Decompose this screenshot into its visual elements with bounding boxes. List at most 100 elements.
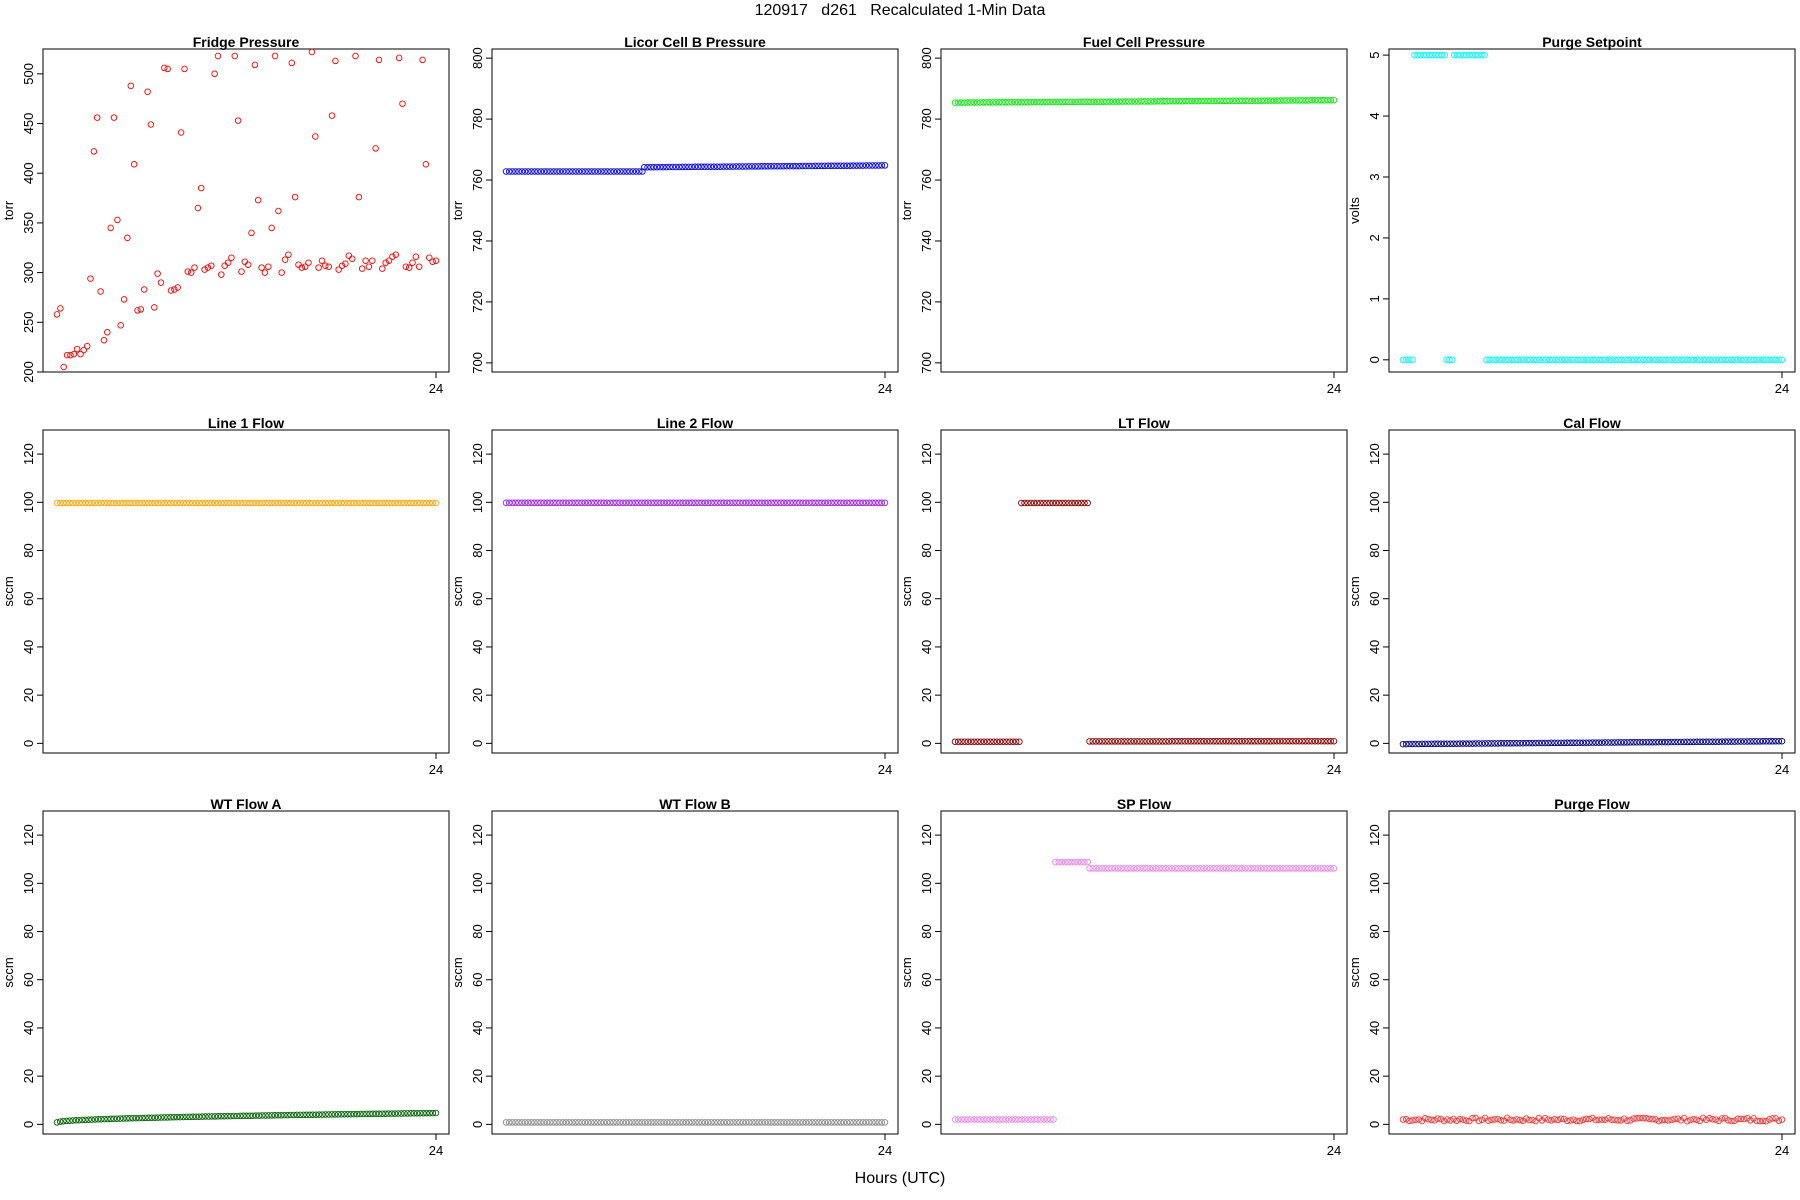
data-point [1769, 1115, 1776, 1122]
data-point [173, 499, 181, 507]
data-point [107, 224, 114, 232]
data-point [666, 163, 673, 171]
data-point [859, 162, 867, 169]
data-point [964, 738, 972, 745]
data-point [980, 1116, 987, 1123]
data-point [1040, 1116, 1048, 1123]
data-point [1737, 738, 1745, 745]
data-point [170, 499, 178, 507]
data-point [1440, 740, 1448, 748]
data-point [1605, 356, 1613, 364]
data-point [1178, 738, 1185, 745]
data-point [243, 1112, 250, 1120]
y-tick-label: 720 [919, 291, 934, 313]
data-point [1229, 865, 1236, 872]
data-point [869, 499, 876, 507]
data-point [1665, 738, 1672, 746]
y-tick-label: 80 [1367, 543, 1382, 557]
data-point [856, 162, 863, 169]
data-point [1068, 858, 1075, 866]
data-point [672, 163, 680, 171]
data-point [93, 114, 101, 121]
data-point [553, 499, 560, 507]
data-point [755, 1119, 762, 1126]
data-point [287, 1111, 294, 1119]
data-point [315, 1111, 323, 1118]
data-point [774, 499, 781, 507]
data-point [1516, 739, 1524, 747]
data-point [1258, 97, 1265, 104]
data-point [53, 311, 61, 318]
data-point [859, 499, 867, 507]
data-point [670, 1119, 677, 1126]
data-point [1674, 738, 1682, 746]
data-point [369, 257, 376, 264]
y-tick-label: 100 [919, 491, 934, 513]
data-point [831, 499, 838, 507]
data-points [1399, 737, 1786, 748]
data-point [518, 1119, 526, 1126]
data-point [1731, 738, 1738, 745]
data-point [777, 1119, 785, 1126]
data-point [1242, 97, 1249, 105]
data-point [75, 1116, 83, 1124]
data-point [322, 499, 329, 507]
data-point [1655, 738, 1663, 746]
data-point [91, 499, 99, 507]
data-point [132, 1114, 140, 1122]
data-point [742, 499, 750, 507]
data-point [1428, 740, 1435, 748]
data-point [977, 1116, 984, 1123]
data-point [135, 1114, 143, 1122]
data-point [1014, 98, 1022, 106]
data-point [594, 499, 601, 507]
data-point [107, 1115, 114, 1123]
data-point [818, 499, 826, 507]
data-point [1191, 97, 1199, 105]
data-point [805, 1119, 813, 1126]
data-point [319, 1111, 326, 1118]
y-axis-label: sccm [450, 957, 465, 987]
plot-frame [1388, 48, 1796, 373]
data-point [714, 499, 721, 507]
x-tick-label: 24 [1775, 1143, 1789, 1158]
plot-frame [940, 48, 1348, 373]
data-point [723, 1119, 731, 1126]
data-point [139, 499, 146, 507]
data-point [989, 99, 997, 106]
data-point [300, 1111, 307, 1119]
data-point [821, 1119, 829, 1126]
data-point [834, 1119, 841, 1126]
data-point [157, 499, 165, 507]
data-point [559, 168, 567, 175]
data-points [951, 858, 1338, 1123]
data-point [1541, 739, 1549, 747]
data-point [1620, 739, 1628, 746]
data-point [1071, 499, 1079, 507]
data-point [1623, 1117, 1631, 1125]
data-point [648, 1119, 655, 1126]
data-point [799, 162, 806, 170]
data-point [584, 499, 592, 507]
data-point [110, 1115, 118, 1123]
data-point [701, 1119, 709, 1126]
data-point [1500, 740, 1508, 747]
data-point [177, 129, 185, 136]
data-point [1084, 858, 1091, 866]
data-point [1450, 740, 1457, 747]
data-point [1324, 96, 1331, 104]
data-point [1505, 356, 1512, 364]
data-point [1646, 738, 1653, 746]
data-point [837, 499, 845, 507]
data-point [714, 1119, 721, 1126]
data-point [1175, 865, 1182, 872]
data-point [1456, 740, 1464, 747]
data-point [1756, 738, 1764, 745]
data-point [723, 163, 730, 170]
data-point [1637, 356, 1644, 364]
data-point [1775, 737, 1783, 745]
data-point [1273, 865, 1281, 872]
data-point [1040, 499, 1047, 507]
